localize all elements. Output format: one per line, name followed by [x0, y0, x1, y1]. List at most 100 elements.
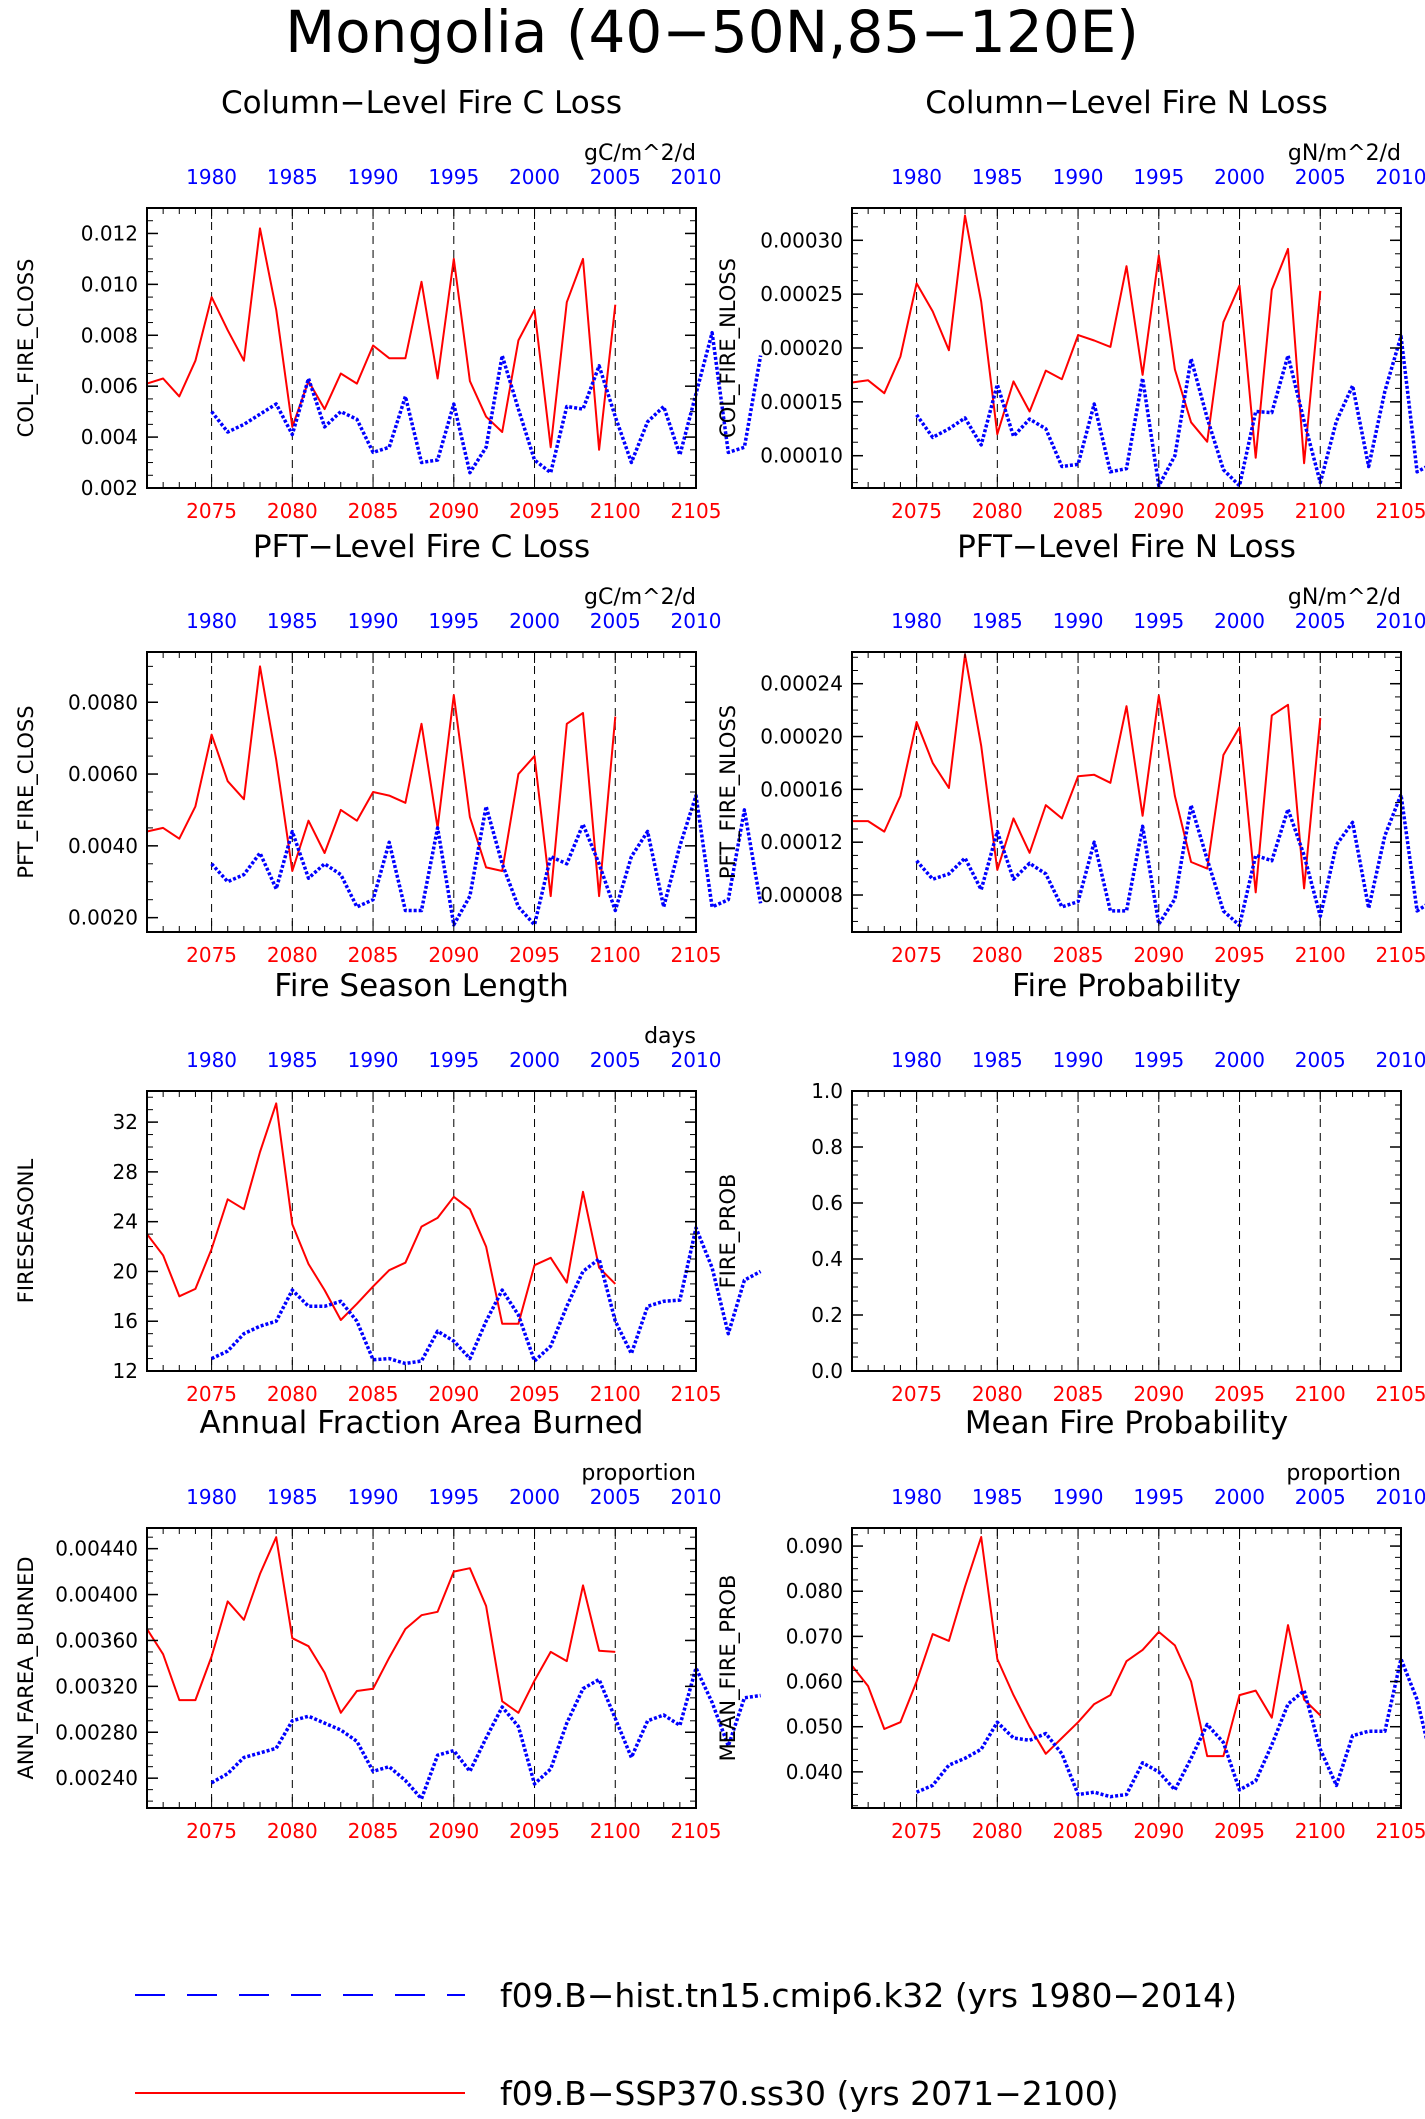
x-tick-label-bottom: 2080 [267, 499, 318, 523]
x-tick-label-bottom: 2100 [590, 499, 641, 523]
series-line-hist [210, 1666, 761, 1801]
x-tick-label-top: 2005 [590, 165, 641, 189]
x-tick-label-top: 1990 [348, 1048, 399, 1072]
y-tick-label: 0.090 [786, 1534, 843, 1558]
y-axis-label: PFT_FIRE_CLOSS [14, 705, 39, 878]
x-tick-label-bottom: 2095 [509, 943, 560, 967]
panel-title: Column−Level Fire N Loss [925, 85, 1328, 121]
x-tick-label-top: 1980 [186, 609, 237, 633]
legend-label-ssp: f09.B−SSP370.ss30 (yrs 2071−2100) [500, 2074, 1119, 2113]
y-tick-label: 0.004 [81, 425, 138, 449]
y-tick-label: 0.00025 [760, 282, 843, 306]
y-tick-label: 20 [113, 1259, 138, 1283]
y-tick-label: 0.00010 [760, 444, 843, 468]
units-label: gN/m^2/d [1288, 585, 1401, 610]
plot-frame [851, 1090, 1402, 1372]
x-tick-label-top: 2005 [590, 609, 641, 633]
y-axis-label: COL_FIRE_NLOSS [716, 258, 741, 438]
units-label: days [644, 1024, 696, 1049]
x-tick-label-top: 1980 [186, 1485, 237, 1509]
x-tick-label-top: 2005 [1295, 165, 1346, 189]
x-tick-label-top: 1995 [1133, 1048, 1184, 1072]
panel-title: PFT−Level Fire N Loss [957, 529, 1296, 565]
x-tick-label-bottom: 2085 [1053, 943, 1104, 967]
x-tick-label-top: 1980 [186, 1048, 237, 1072]
x-tick-label-bottom: 2085 [348, 1819, 399, 1843]
units-label: gC/m^2/d [584, 141, 696, 166]
x-tick-label-top: 1990 [1053, 1048, 1104, 1072]
units-label: gC/m^2/d [584, 585, 696, 610]
x-tick-label-top: 2010 [1376, 1048, 1425, 1072]
x-tick-label-bottom: 2105 [671, 943, 722, 967]
units-label: proportion [581, 1461, 696, 1486]
panel-title: Column−Level Fire C Loss [221, 85, 622, 121]
x-tick-label-top: 2000 [1214, 609, 1265, 633]
series-line-hist [210, 793, 763, 927]
y-tick-label: 0.0060 [68, 762, 138, 786]
x-tick-label-top: 1985 [267, 165, 318, 189]
y-tick-label: 32 [113, 1110, 138, 1134]
y-tick-label: 0.00020 [760, 725, 843, 749]
y-tick-label: 0.006 [81, 374, 138, 398]
x-tick-label-bottom: 2105 [1376, 1819, 1425, 1843]
units-label: gN/m^2/d [1288, 141, 1401, 166]
x-tick-label-bottom: 2105 [1376, 1382, 1425, 1406]
x-tick-label-bottom: 2085 [1053, 499, 1104, 523]
y-tick-label: 0.050 [786, 1715, 843, 1739]
chart-panel-7: Mean Fire Probability proportion 0.040 0.05… [716, 1405, 1425, 1843]
x-tick-label-top: 2010 [671, 1048, 722, 1072]
x-tick-label-bottom: 2105 [671, 1819, 722, 1843]
y-axis-label: FIRESEASONL [14, 1159, 38, 1304]
x-tick-label-bottom: 2080 [972, 1382, 1023, 1406]
x-tick-label-top: 1995 [1133, 609, 1184, 633]
x-tick-label-bottom: 2100 [590, 943, 641, 967]
x-tick-label-bottom: 2090 [1133, 1819, 1184, 1843]
x-tick-label-bottom: 2090 [1133, 1382, 1184, 1406]
y-axis-label: ANN_FAREA_BURNED [14, 1556, 39, 1779]
y-tick-label: 0.00400 [55, 1583, 138, 1607]
x-tick-label-bottom: 2085 [348, 499, 399, 523]
x-tick-label-top: 1985 [267, 609, 318, 633]
x-tick-label-top: 2005 [1295, 1048, 1346, 1072]
y-tick-label: 0.00020 [760, 336, 843, 360]
series-line-ssp [146, 227, 617, 451]
y-tick-label: 0.0080 [68, 690, 138, 714]
x-tick-label-top: 2005 [1295, 1485, 1346, 1509]
x-tick-label-top: 2005 [590, 1048, 641, 1072]
x-tick-label-top: 2000 [1214, 1048, 1265, 1072]
panel-title: Fire Season Length [274, 968, 568, 1004]
series-line-ssp [851, 1536, 1321, 1758]
x-tick-label-bottom: 2085 [348, 943, 399, 967]
series-line-ssp [146, 665, 617, 898]
chart-panel-0: Column−Level Fire C Loss gC/m^2/d 0.002 0.0… [14, 85, 763, 523]
x-tick-label-bottom: 2095 [1214, 943, 1265, 967]
x-tick-label-bottom: 2105 [1376, 499, 1425, 523]
y-tick-label: 0.012 [81, 221, 138, 245]
y-tick-label: 0.0 [811, 1359, 843, 1383]
plot-frame [851, 207, 1402, 489]
y-axis-label: FIRE_PROB [716, 1174, 741, 1289]
y-tick-label: 0.0040 [68, 834, 138, 858]
units-label: proportion [1286, 1461, 1401, 1486]
x-tick-label-top: 2005 [1295, 609, 1346, 633]
y-axis-label: PFT_FIRE_NLOSS [716, 705, 741, 879]
x-tick-label-top: 1990 [348, 165, 399, 189]
x-tick-label-top: 1980 [891, 609, 942, 633]
x-tick-label-bottom: 2095 [1214, 1382, 1265, 1406]
chart-panel-5: Fire Probability 0.0 0.2 0.4 0.6 0.8 1.0 FIRE_P… [716, 968, 1425, 1406]
x-tick-label-top: 1995 [428, 165, 479, 189]
x-tick-label-top: 1995 [1133, 165, 1184, 189]
plot-frame [146, 1090, 697, 1372]
x-tick-label-top: 1990 [1053, 609, 1104, 633]
x-tick-label-bottom: 2100 [1295, 943, 1346, 967]
plot-frame [146, 651, 697, 933]
y-tick-label: 0.008 [81, 323, 138, 347]
x-tick-label-top: 2010 [1376, 165, 1425, 189]
x-tick-label-bottom: 2080 [972, 1819, 1023, 1843]
y-tick-label: 16 [113, 1309, 138, 1333]
x-tick-label-top: 2005 [590, 1485, 641, 1509]
y-tick-label: 0.00240 [55, 1766, 138, 1790]
x-tick-label-bottom: 2075 [186, 499, 237, 523]
x-tick-label-bottom: 2095 [509, 1819, 560, 1843]
y-tick-label: 0.070 [786, 1624, 843, 1648]
